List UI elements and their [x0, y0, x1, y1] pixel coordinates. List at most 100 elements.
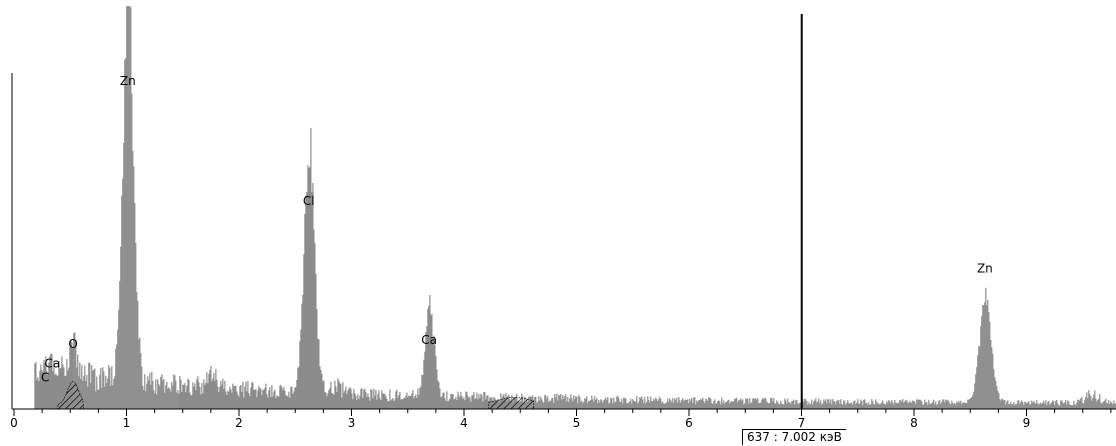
- spectrum-bar: [1104, 400, 1106, 409]
- spectrum-bar: [451, 393, 453, 409]
- spectrum-bar: [136, 292, 138, 409]
- spectrum-bar: [100, 368, 102, 409]
- spectrum-bar: [591, 395, 593, 409]
- spectrum-bar: [794, 404, 796, 409]
- spectrum-bar: [993, 369, 995, 409]
- spectrum-bar: [206, 372, 208, 409]
- spectrum-bar: [820, 400, 822, 409]
- spectrum-bar: [1089, 393, 1091, 409]
- spectrum-bar: [751, 402, 753, 409]
- spectrum-bar: [647, 396, 649, 409]
- x-tick-label: 9: [1023, 416, 1031, 430]
- spectrum-bar: [1029, 404, 1031, 409]
- spectrum-bar: [981, 316, 983, 409]
- spectrum-bar: [433, 335, 435, 409]
- spectrum-bar: [658, 399, 660, 409]
- spectrum-bar: [436, 369, 438, 409]
- spectrum-bar: [58, 361, 60, 409]
- spectrum-bar: [1014, 405, 1016, 409]
- spectrum-bar: [856, 402, 858, 409]
- spectrum-bar: [728, 399, 730, 409]
- spectrum-bar: [988, 312, 990, 409]
- spectrum-bar: [301, 303, 303, 409]
- spectrum-bar: [386, 398, 388, 409]
- spectrum-bar: [189, 392, 191, 409]
- spectrum-bar: [1062, 402, 1064, 409]
- spectrum-bar: [616, 396, 618, 409]
- spectrum-bar: [153, 390, 155, 409]
- spectrum-bar: [196, 379, 198, 409]
- spectrum-bar: [1042, 402, 1044, 409]
- spectrum-bar: [715, 403, 717, 409]
- spectrum-bar: [628, 402, 630, 409]
- spectrum-bar: [1007, 400, 1009, 409]
- spectrum-bar: [782, 404, 784, 409]
- spectrum-bar: [807, 404, 809, 409]
- spectrum-bar: [115, 348, 117, 409]
- spectrum-bar: [149, 373, 151, 409]
- spectrum-bar: [321, 373, 323, 409]
- spectrum-bar: [703, 401, 705, 409]
- spectrum-bar: [822, 403, 824, 409]
- spectrum-bar: [982, 305, 984, 409]
- spectrum-bar: [693, 397, 695, 409]
- spectrum-bar: [871, 399, 873, 409]
- spectrum-bar: [653, 398, 655, 409]
- spectrum-bar: [869, 404, 871, 409]
- spectrum-bar: [150, 384, 152, 409]
- spectrum-bar: [1058, 405, 1060, 409]
- spectrum-bar: [668, 401, 670, 409]
- spectrum-bar: [955, 404, 957, 409]
- spectrum-bar: [199, 387, 201, 409]
- spectrum-bar: [133, 166, 135, 409]
- spectrum-bar: [45, 356, 47, 409]
- spectrum-bar: [679, 400, 681, 409]
- spectrum-bar: [426, 326, 428, 409]
- spectrum-bar: [699, 400, 701, 409]
- spectrum-bar: [927, 405, 929, 409]
- spectrum-bar: [574, 399, 576, 409]
- spectrum-bar: [645, 403, 647, 409]
- spectrum-bar: [665, 403, 667, 409]
- spectrum-bar: [288, 391, 290, 409]
- spectrum-bar: [127, 6, 129, 409]
- spectrum-bar: [907, 402, 909, 409]
- spectrum-bar: [673, 403, 675, 409]
- spectrum-bar: [152, 380, 154, 409]
- spectrum-bar: [629, 401, 631, 409]
- spectrum-bar: [926, 401, 928, 409]
- spectrum-bar: [565, 394, 567, 409]
- spectrum-bar: [55, 373, 57, 409]
- spectrum-bar: [403, 397, 405, 409]
- spectrum-bar: [995, 380, 997, 409]
- spectrum-bar: [772, 401, 774, 409]
- spectrum-bar: [707, 401, 709, 409]
- spectrum-bar: [588, 400, 590, 409]
- spectrum-bar: [667, 398, 669, 409]
- spectrum-bar: [284, 390, 286, 409]
- spectrum-bar: [837, 400, 839, 409]
- spectrum-bar: [437, 380, 439, 409]
- spectrum-bar: [1038, 404, 1040, 409]
- spectrum-bar: [614, 402, 616, 409]
- spectrum-bar: [478, 394, 480, 409]
- spectrum-bar: [1055, 400, 1057, 409]
- spectrum-bar: [584, 398, 586, 409]
- spectrum-bar: [784, 398, 786, 409]
- spectrum-bar: [1000, 400, 1002, 409]
- spectrum-bar: [817, 401, 819, 409]
- spectrum-bar: [550, 400, 552, 409]
- spectrum-bar: [371, 390, 373, 409]
- spectrum-bar: [378, 390, 380, 409]
- spectrum-bar: [48, 362, 50, 409]
- spectrum-bar: [482, 401, 484, 409]
- spectrum-bar: [1102, 402, 1104, 409]
- spectrum-bar: [711, 403, 713, 409]
- spectrum-bar: [330, 381, 332, 409]
- spectrum-bar: [695, 404, 697, 409]
- x-axis-ticks: [13, 409, 1112, 416]
- spectrum-bar: [343, 392, 345, 409]
- spectrum-bar: [1050, 403, 1052, 409]
- spectrum-bar: [581, 400, 583, 409]
- spectrum-bar: [223, 389, 225, 409]
